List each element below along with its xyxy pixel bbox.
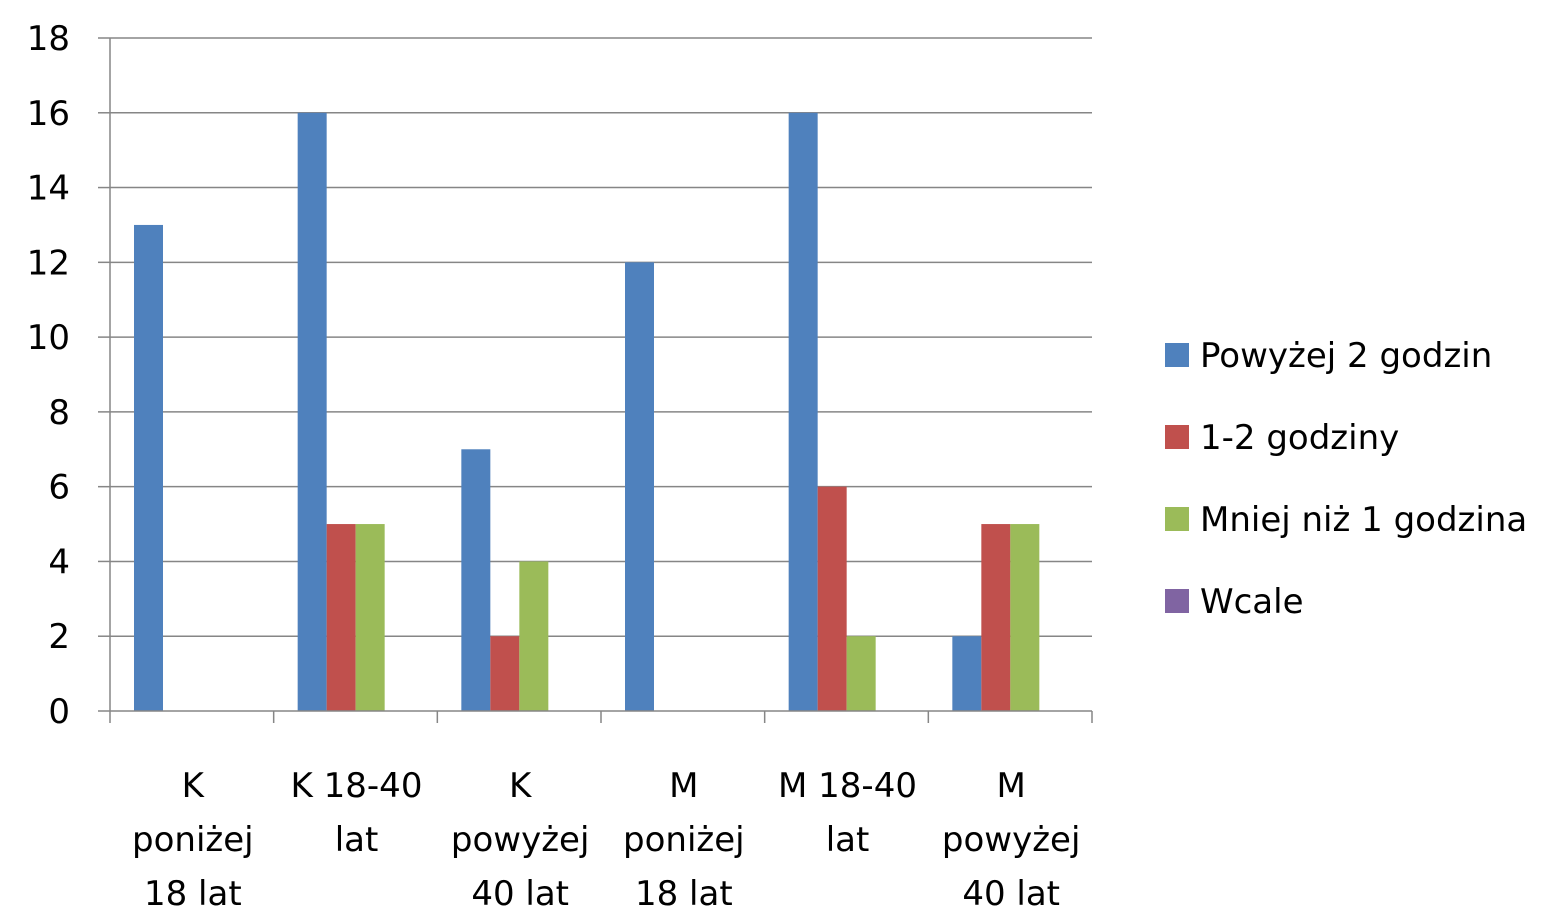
bar-series-1-category-2 [297,112,327,712]
legend: Powyżej 2 godzin 1-2 godziny Mniej niż 1 g… [1165,336,1527,622]
legend-label: Wcale [1200,582,1304,622]
legend-label: Mniej niż 1 godzina [1200,500,1527,540]
bar-series-1-category-3 [461,449,491,711]
bar-series-2-category-2 [326,524,356,711]
y-tick-label: 18 [27,19,70,59]
y-tick-label: 2 [48,617,70,657]
legend-swatch [1165,343,1189,367]
bar-series-2-category-3 [490,636,520,711]
bar-series-2-category-6 [981,524,1011,711]
bar-series-3-category-2 [355,524,385,711]
y-tick-label: 14 [27,169,70,209]
bar-series-1-category-6 [952,636,982,711]
bar-series-3-category-5 [846,636,876,711]
y-tick-label: 0 [48,692,70,732]
y-tick-label: 16 [27,94,70,134]
legend-swatch [1165,425,1189,449]
legend-label: 1-2 godziny [1200,418,1399,458]
bar-series-1-category-5 [788,112,818,712]
bar-series-1-category-1 [134,224,163,711]
x-category-label: K 18-40 lat [291,766,423,860]
y-tick-label: 4 [48,542,70,582]
bar-series-2-category-5 [817,486,847,711]
legend-swatch [1165,589,1189,613]
y-tick-label: 8 [48,393,70,433]
x-category-label: M 18-40 lat [778,766,917,860]
gridlines [110,37,1092,637]
bar-series-1-category-4 [625,262,654,711]
y-tick-label: 6 [48,468,70,508]
legend-label: Powyżej 2 godzin [1200,336,1492,376]
y-tick-label: 10 [27,318,70,358]
y-tick-label: 12 [27,243,70,283]
bars [134,112,1040,712]
bar-series-3-category-6 [1010,524,1040,711]
y-axis-tick-labels: 0 2 4 6 8 10 12 14 16 18 [27,19,70,732]
axes [98,37,1093,723]
bar-series-3-category-3 [519,561,549,711]
legend-swatch [1165,507,1189,531]
